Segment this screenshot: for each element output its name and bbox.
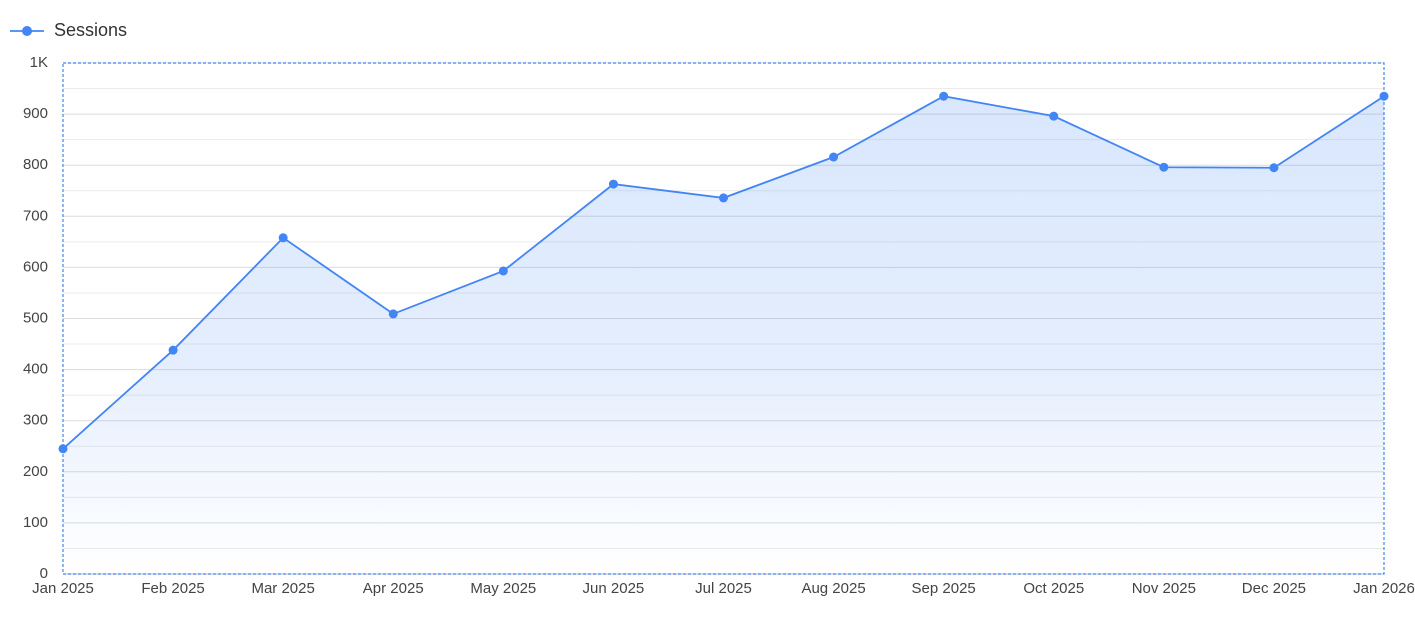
point: [939, 91, 949, 101]
x-tick-label: Oct 2025: [1023, 580, 1084, 597]
y-tick-label: 500: [23, 309, 48, 326]
y-tick-label: 700: [23, 207, 48, 224]
point: [1379, 91, 1389, 101]
point: [388, 309, 398, 319]
y-tick-label: 400: [23, 361, 48, 378]
x-tick-label: May 2025: [470, 580, 536, 597]
point: [1269, 163, 1279, 173]
x-tick-label: Nov 2025: [1132, 580, 1196, 597]
x-tick-label: Mar 2025: [251, 580, 314, 597]
x-tick-label: Jun 2025: [583, 580, 645, 597]
x-tick-label: Jan 2026: [1353, 580, 1415, 597]
point: [168, 345, 178, 355]
point: [58, 444, 68, 454]
y-tick-label: 900: [23, 105, 48, 122]
x-tick-label: Apr 2025: [363, 580, 424, 597]
point: [278, 233, 288, 243]
point: [1049, 111, 1059, 121]
point: [498, 266, 508, 276]
point: [829, 152, 839, 162]
x-tick-label: Dec 2025: [1242, 580, 1306, 597]
y-tick-label: 0: [40, 565, 48, 582]
point: [1159, 162, 1169, 172]
point: [719, 193, 728, 203]
y-tick-label: 1K: [30, 54, 48, 71]
legend-marker: [22, 26, 32, 36]
legend-item: Sessions: [10, 20, 127, 40]
x-tick-label: Jan 2025: [32, 580, 94, 597]
y-tick-label: 200: [23, 463, 48, 480]
legend-label: Sessions: [54, 20, 127, 40]
x-tick-label: Feb 2025: [141, 580, 204, 597]
point: [608, 179, 618, 189]
x-tick-label: Jul 2025: [695, 580, 752, 597]
x-tick-label: Aug 2025: [801, 580, 865, 597]
y-tick-label: 800: [23, 156, 48, 173]
area: [63, 96, 1384, 574]
y-tick-label: 300: [23, 412, 48, 429]
y-tick-label: 600: [23, 258, 48, 275]
y-tick-label: 100: [23, 514, 48, 531]
x-tick-label: Sep 2025: [912, 580, 976, 597]
